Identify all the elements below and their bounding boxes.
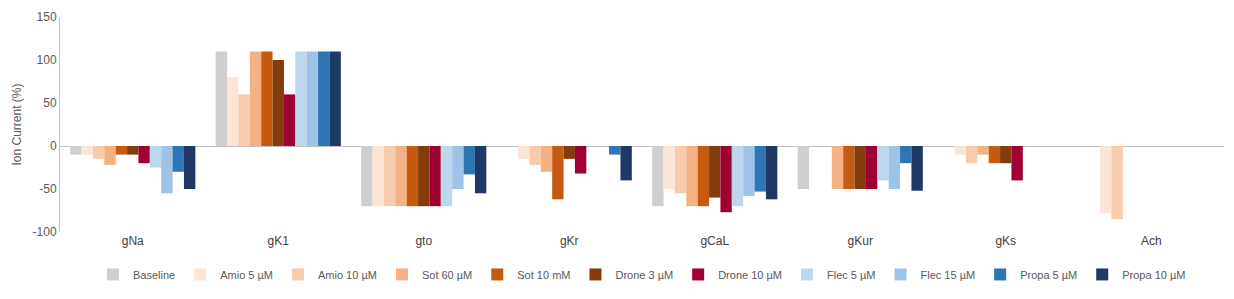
svg-text:Ach: Ach xyxy=(1141,234,1162,248)
svg-text:Sot 60 µM: Sot 60 µM xyxy=(422,269,472,281)
svg-text:Amio 10 µM: Amio 10 µM xyxy=(318,269,377,281)
svg-text:-100: -100 xyxy=(33,225,57,239)
svg-text:Flec 15 µM: Flec 15 µM xyxy=(921,269,976,281)
svg-text:gCaL: gCaL xyxy=(700,234,729,248)
svg-text:Amio 5 µM: Amio 5 µM xyxy=(220,269,273,281)
svg-text:gNa: gNa xyxy=(122,234,144,248)
svg-text:100: 100 xyxy=(37,53,57,67)
svg-text:Sot 10 mM: Sot 10 mM xyxy=(517,269,570,281)
svg-text:gK1: gK1 xyxy=(268,234,290,248)
svg-text:150: 150 xyxy=(37,10,57,24)
svg-text:Baseline: Baseline xyxy=(133,269,175,281)
svg-text:Drone 10 µM: Drone 10 µM xyxy=(718,269,782,281)
svg-text:gto: gto xyxy=(415,234,432,248)
svg-text:gKr: gKr xyxy=(560,234,579,248)
svg-text:Drone 3 µM: Drone 3 µM xyxy=(615,269,673,281)
svg-text:gKur: gKur xyxy=(848,234,873,248)
svg-text:Flec 5 µM: Flec 5 µM xyxy=(827,269,876,281)
svg-text:-50: -50 xyxy=(39,182,57,196)
svg-text:Propa 5 µM: Propa 5 µM xyxy=(1020,269,1077,281)
svg-text:50: 50 xyxy=(43,96,57,110)
svg-text:gKs: gKs xyxy=(995,234,1016,248)
svg-text:Propa 10 µM: Propa 10 µM xyxy=(1122,269,1185,281)
svg-text:Ion Current (%): Ion Current (%) xyxy=(10,83,24,165)
svg-text:0: 0 xyxy=(50,139,57,153)
